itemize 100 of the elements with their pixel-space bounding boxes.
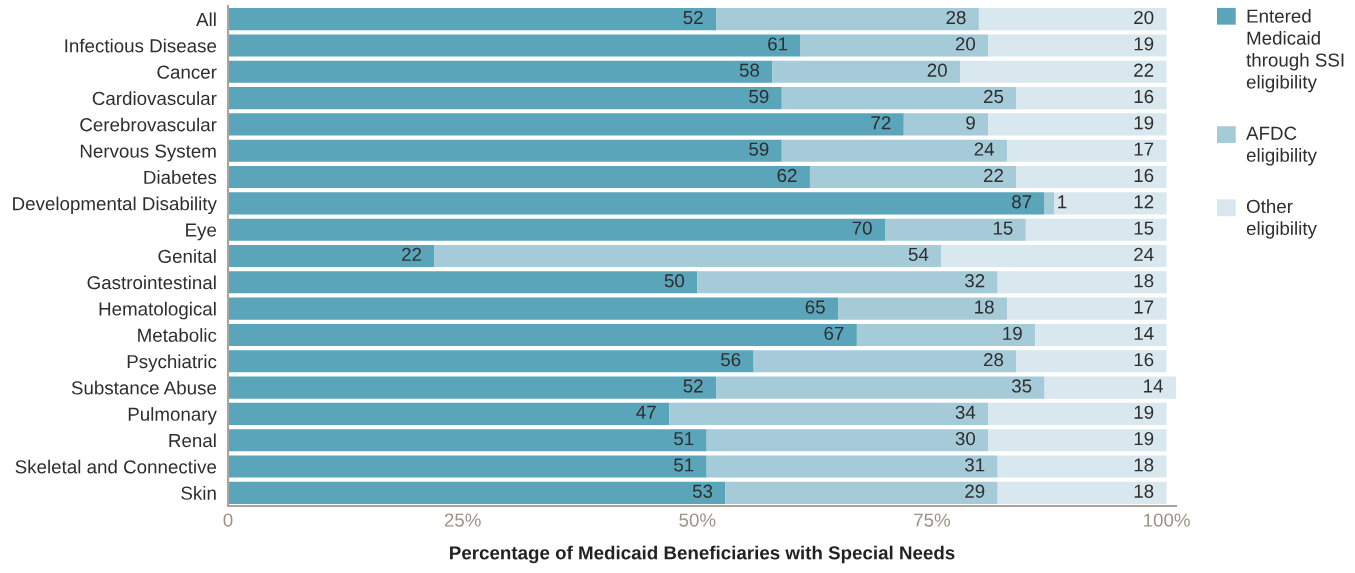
bar [988, 34, 1167, 57]
data-label: 20 [1134, 10, 1154, 25]
data-label: 51 [674, 458, 694, 472]
bar [228, 113, 904, 136]
bar [228, 271, 698, 294]
data-label: 17 [1134, 142, 1154, 156]
y-tick-label: Substance Abuse [71, 380, 217, 395]
bar [228, 481, 726, 504]
bar [228, 244, 435, 268]
data-label: 31 [965, 458, 985, 472]
bar [228, 60, 773, 83]
data-label: 20 [955, 37, 976, 51]
bar [706, 429, 989, 452]
bar [809, 166, 1017, 189]
data-label: 15 [1134, 221, 1154, 235]
data-label: 16 [1134, 353, 1154, 367]
data-label: 22 [402, 247, 422, 261]
bar [228, 166, 810, 189]
data-label: 20 [927, 63, 947, 77]
data-label: 35 [1011, 379, 1032, 393]
data-label: 59 [749, 142, 769, 156]
y-tick-label: Infectious Disease [65, 38, 217, 53]
bar [781, 139, 1008, 162]
data-label: 28 [946, 10, 966, 25]
bar [228, 34, 801, 57]
bar [997, 271, 1167, 294]
y-tick-label: Metabolic [138, 328, 217, 342]
bar [716, 8, 979, 31]
data-label: 22 [1134, 63, 1154, 77]
bar [856, 323, 1036, 346]
bar [1016, 350, 1167, 373]
bar [1016, 87, 1167, 110]
data-label: 19 [1134, 116, 1154, 130]
data-label: 22 [984, 168, 1003, 182]
y-tick-label: Skin [181, 486, 216, 500]
y-tick-label: Cancer [157, 65, 217, 79]
data-label: 51 [674, 432, 694, 446]
data-label: 47 [636, 405, 656, 419]
data-label: 19 [1134, 405, 1154, 419]
bar [1025, 218, 1167, 241]
x-tick-label: 100% [1144, 513, 1190, 527]
bar [716, 376, 1045, 399]
data-label: 15 [993, 221, 1013, 235]
bar [772, 60, 961, 83]
data-label: 30 [955, 431, 976, 446]
data-label: 28 [984, 353, 1004, 367]
data-label: 58 [739, 63, 760, 77]
data-label: 1 [1058, 195, 1067, 209]
data-label: 87 [1012, 195, 1032, 209]
y-tick-label: Nervous System [80, 144, 216, 162]
data-label: 56 [721, 353, 741, 367]
y-tick-label: Cerebrovascular [80, 117, 217, 132]
y-tick-label: Genital [158, 249, 216, 263]
bar [725, 481, 998, 504]
data-label: 25 [984, 89, 1004, 104]
data-label: 59 [749, 89, 769, 104]
y-tick-label: Diabetes [144, 170, 217, 185]
data-label: 16 [1134, 89, 1154, 104]
bar [228, 323, 857, 346]
y-tick-label: Hematological [99, 301, 216, 320]
bar [228, 139, 782, 162]
bar [997, 481, 1167, 504]
x-tick-label: 0 [223, 513, 233, 527]
bar [1053, 192, 1167, 215]
x-axis-title: Percentage of Medicaid Beneficiaries with Special Needs [450, 545, 955, 564]
data-label: 18 [975, 300, 994, 314]
bar [941, 244, 1167, 268]
y-tick-label: Pulmonary [128, 407, 217, 425]
data-label: 14 [1134, 326, 1154, 340]
data-label: 34 [955, 405, 976, 419]
bar [706, 455, 998, 478]
data-label: 50 [664, 274, 685, 288]
data-label: 70 [852, 221, 872, 235]
legend-label: Entered Medicaid through SSI eligibility [1246, 9, 1344, 93]
data-label: 61 [768, 37, 788, 51]
data-label: 12 [1134, 195, 1154, 209]
data-label: 18 [1134, 458, 1154, 472]
data-label: 14 [1144, 379, 1163, 393]
data-label: 9 [966, 116, 975, 130]
bar [228, 455, 707, 478]
y-tick-label: All [196, 12, 216, 26]
bar [228, 402, 670, 425]
bar [228, 297, 839, 320]
bar [228, 192, 1045, 215]
bar [1016, 166, 1167, 189]
data-label: 16 [1134, 168, 1154, 183]
data-label: 19 [1003, 326, 1022, 340]
y-tick-label: Developmental Disability [13, 196, 217, 215]
bar [228, 376, 717, 399]
bar [228, 218, 886, 241]
data-label: 65 [805, 300, 825, 314]
bar [1044, 192, 1054, 215]
legend-label: Other eligibility [1246, 199, 1317, 239]
data-label: 18 [1134, 274, 1154, 288]
bar [228, 350, 754, 373]
y-tick-label: Gastrointestinal [87, 275, 216, 290]
y-tick-label: Skeletal and Connective [15, 459, 217, 474]
data-label: 62 [777, 168, 797, 183]
data-label: 17 [1134, 300, 1154, 314]
bar [669, 402, 989, 425]
